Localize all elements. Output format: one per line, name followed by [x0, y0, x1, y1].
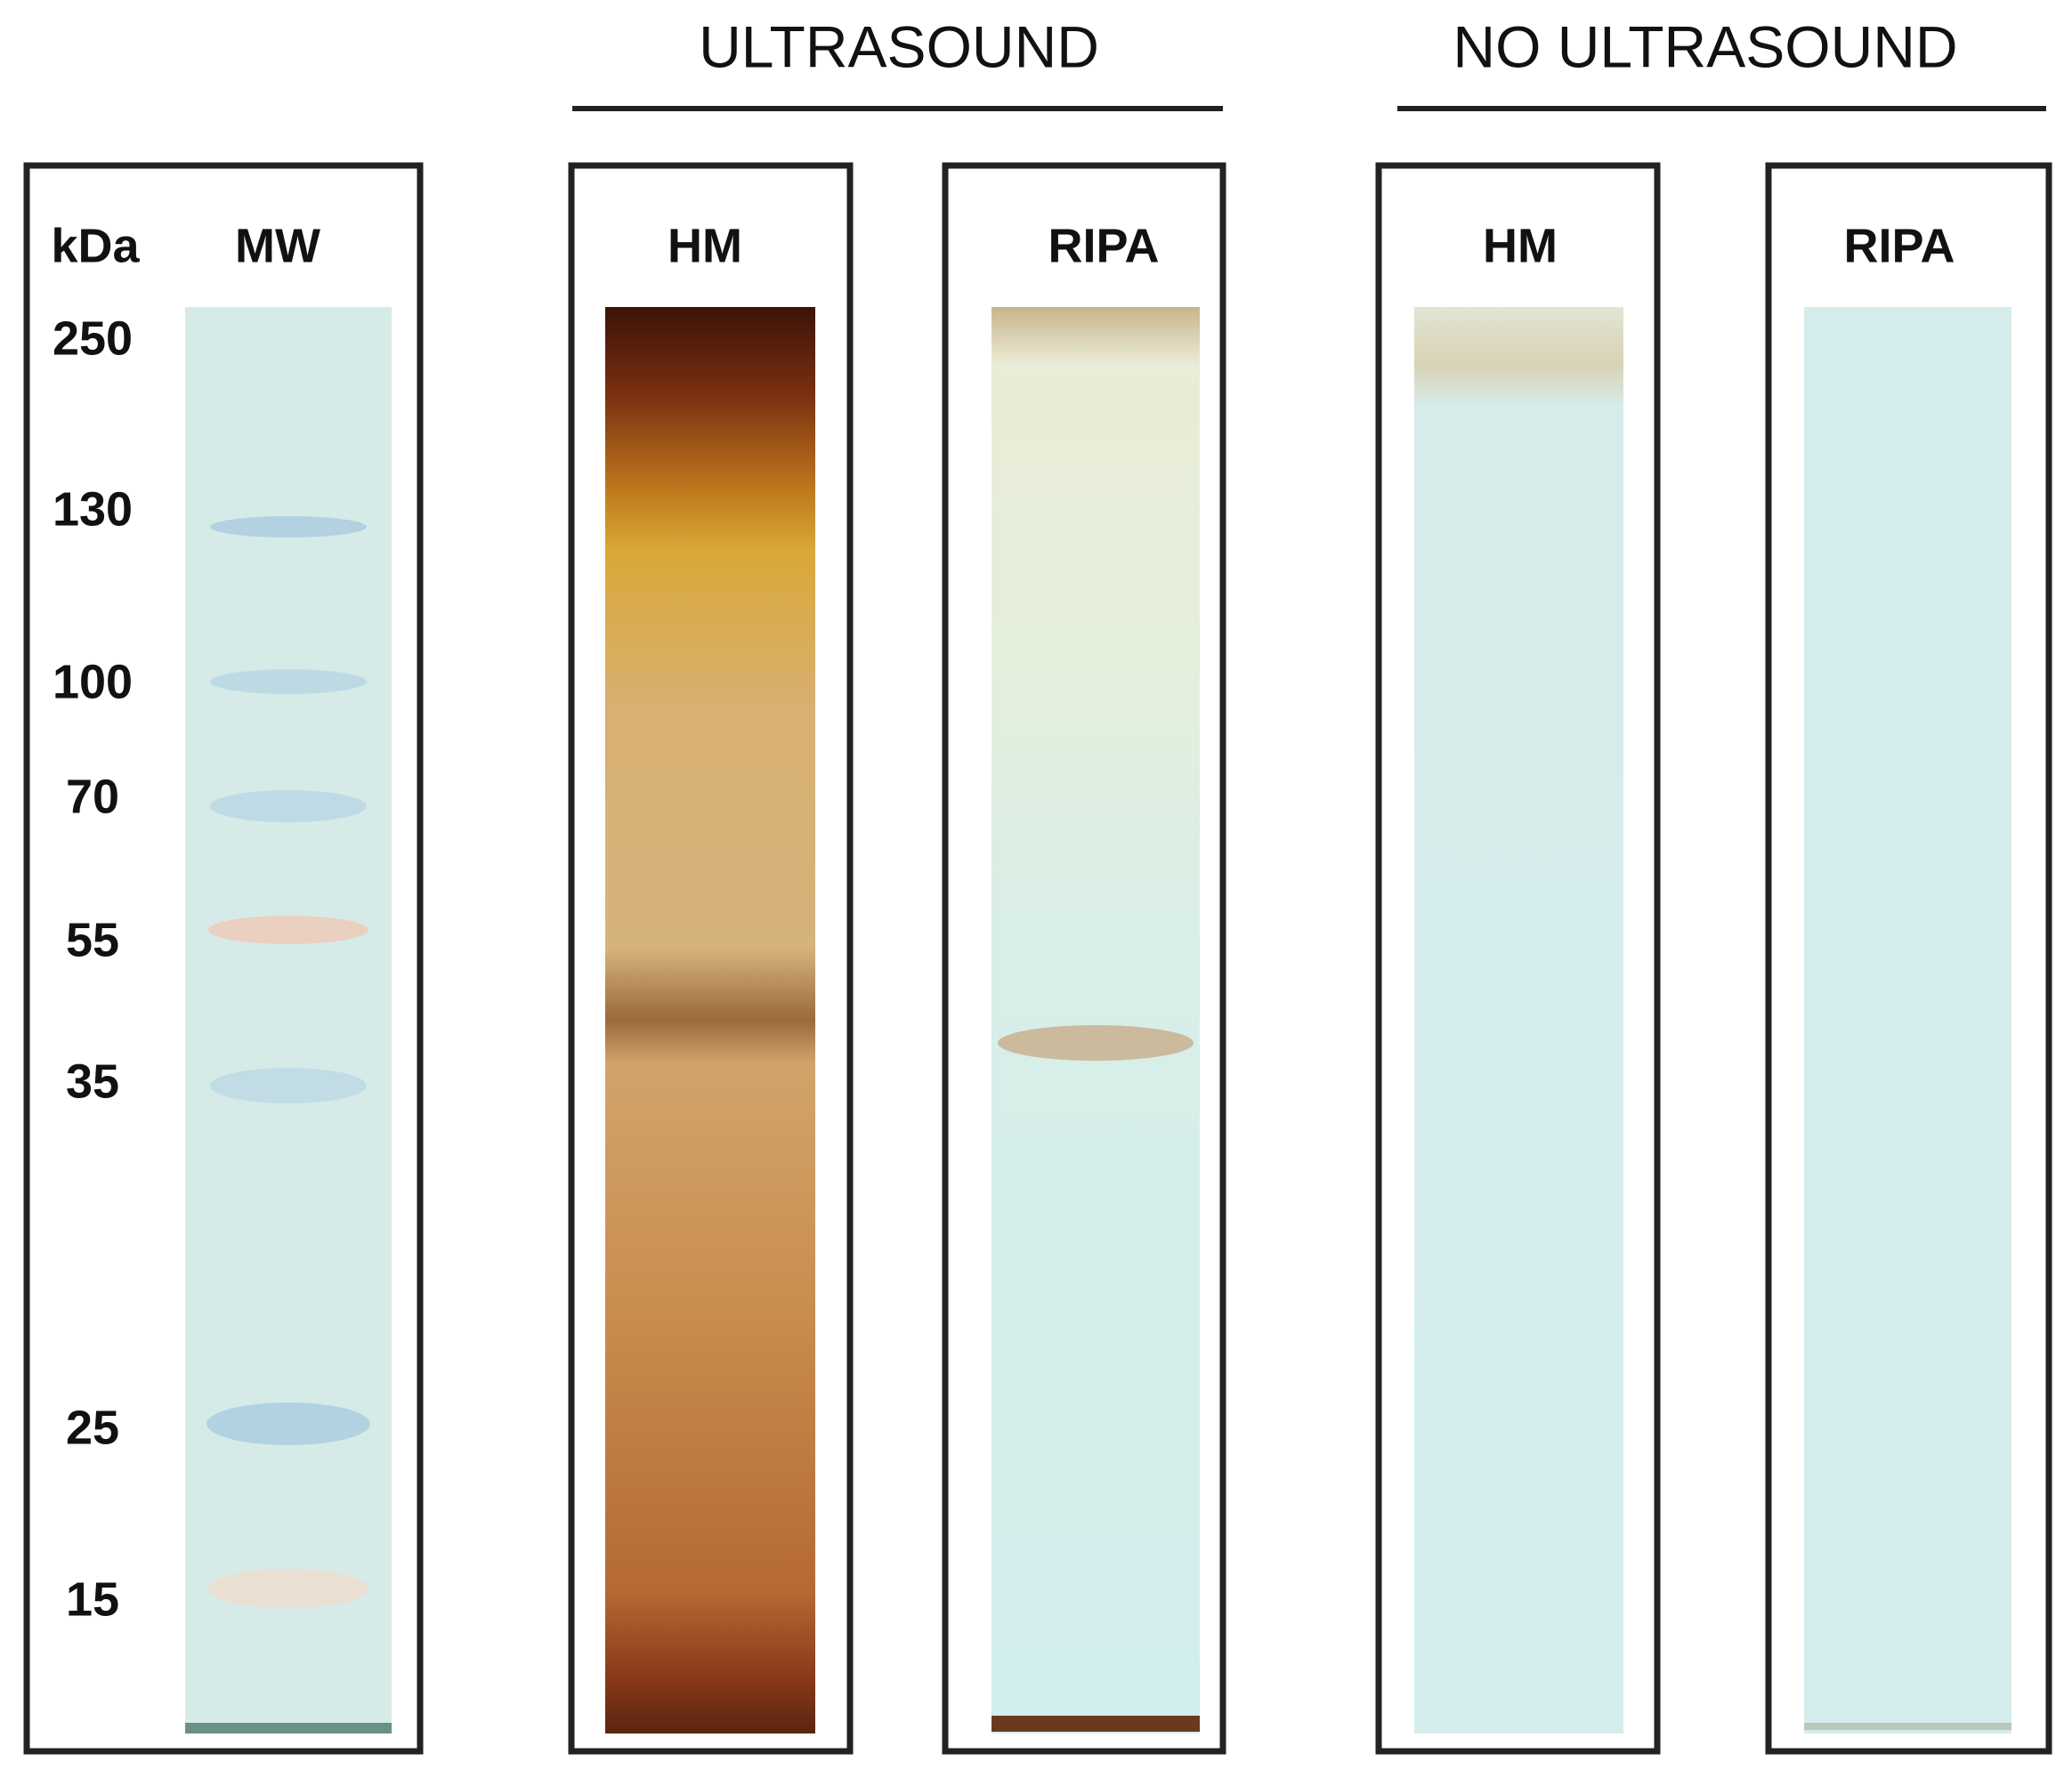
marker-label: 55: [66, 913, 119, 966]
lane-label: RIPA: [1048, 219, 1159, 272]
panel-frame: [568, 162, 854, 1755]
marker-label: 35: [66, 1055, 119, 1108]
lane-label: HM: [1483, 219, 1558, 272]
marker-label: 100: [53, 655, 133, 708]
gel-lane: [1804, 307, 2011, 1733]
ladder-bands: [185, 516, 392, 1733]
marker-label: 130: [53, 482, 133, 536]
panel-frame: [1765, 162, 2052, 1755]
band: [185, 1723, 392, 1733]
band: [998, 1025, 1194, 1061]
gel-lane: [185, 307, 392, 1733]
band: [210, 669, 367, 694]
unit-label: kDa: [51, 219, 140, 272]
panel-frame: [942, 162, 1226, 1755]
band: [1804, 1723, 2011, 1730]
gel-lane: [605, 307, 815, 1733]
group-label: NO ULTRASOUND: [1453, 13, 1957, 79]
band: [208, 1569, 368, 1608]
band: [210, 516, 367, 537]
lane-label: HM: [668, 219, 742, 272]
band: [991, 1716, 1200, 1732]
band: [206, 1402, 370, 1445]
band: [210, 1068, 367, 1103]
panel-frame: [1375, 162, 1661, 1755]
lane-label: MW: [235, 219, 320, 272]
marker-label: 25: [66, 1401, 119, 1454]
gel-lane: [991, 307, 1200, 1733]
gel-lane: [1414, 307, 1623, 1733]
marker-label: 70: [66, 770, 119, 823]
marker-label: 15: [66, 1572, 119, 1626]
marker-label: 250: [53, 311, 133, 365]
group-label: ULTRASOUND: [699, 13, 1099, 79]
lane-label: RIPA: [1843, 219, 1955, 272]
band: [208, 916, 368, 944]
band: [210, 790, 367, 822]
panel-frame: [23, 162, 424, 1755]
